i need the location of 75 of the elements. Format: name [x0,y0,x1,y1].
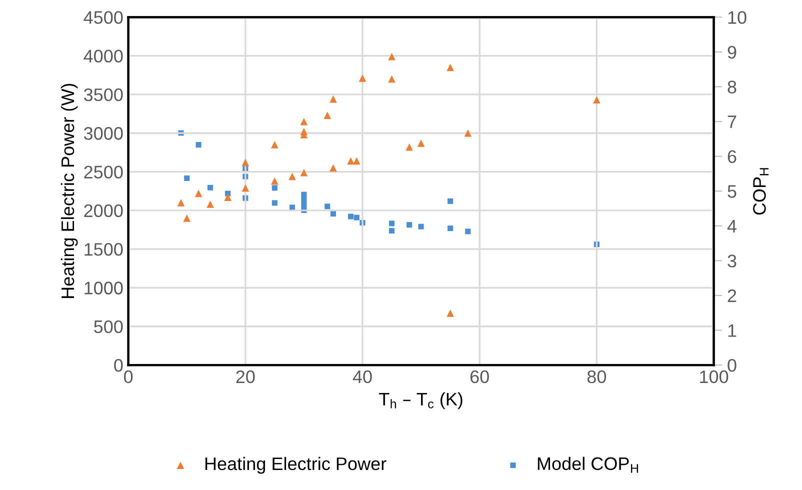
y-tick-label: 0 [114,358,123,372]
point [388,75,396,83]
y2-axis-title: COP$_{H}$ [753,168,769,215]
y2-tick-label: 0 [728,358,736,372]
point [358,74,366,82]
y2-tick-label: 5 [728,185,736,198]
y2-tick-label: 6 [728,150,736,164]
point [388,52,396,60]
y2-tick-label: 4 [727,220,736,232]
y2-tick-label: 7 [728,116,736,128]
y-tick-label: 4500 [84,11,123,24]
legend-label: Model COP$_{H}$ [538,456,638,473]
point [417,139,425,147]
point [347,157,354,165]
point [224,194,232,201]
y-axis-title: Heating Electric Power (W) [60,84,78,298]
x-tick-label: 20 [236,370,255,384]
y2-tick-label: 8 [728,80,736,94]
point [330,95,337,103]
x-tick-label: 0 [124,370,133,384]
y2-tick-label: 1 [728,324,736,337]
point [196,142,202,148]
y2-tick-label: 9 [728,46,736,59]
y-tick-label: 3500 [84,88,123,102]
point [177,199,185,206]
point [389,220,395,226]
point [593,96,600,104]
point [301,192,307,198]
point [448,198,454,204]
y-tick-label: 2500 [84,166,123,178]
point [271,141,278,148]
point [183,214,191,222]
point [324,112,332,120]
y-tick-label: 4000 [84,50,123,63]
point [446,64,454,72]
x-tick-label: 60 [470,370,489,384]
y2-tick-label: 10 [728,11,746,24]
point [272,185,278,191]
x-tick-label: 80 [587,370,606,384]
point [389,228,395,234]
y-tick-label: 3000 [84,127,123,140]
point [464,129,472,137]
point [330,164,337,172]
y2-tick-label: 3 [728,254,736,268]
y-tick-label: 1500 [84,243,123,256]
point [206,200,214,208]
y-tick-label: 1000 [84,282,123,294]
point [446,310,454,317]
point [354,214,360,220]
point [288,172,296,180]
point [300,118,308,126]
point [271,177,278,185]
point [242,158,250,166]
point [348,214,354,220]
point [406,143,414,151]
point [272,200,278,206]
point [418,224,424,230]
y-tick-label: 500 [94,320,123,334]
x-axis-title: T$_{h}$ – T$_{c}$ (K) [379,392,462,410]
point [301,202,307,208]
x-tick-label: 40 [352,370,372,384]
point [324,204,330,210]
point [352,157,360,165]
point [184,175,190,182]
point [448,226,454,232]
x-tick-label: 100 [700,370,728,384]
point [465,228,471,234]
point [208,184,214,190]
y2-tick-label: 2 [728,289,736,302]
point [194,190,202,198]
point [242,184,250,192]
point [300,168,308,176]
legend-label: Heating Electric Power [205,456,386,474]
y-tick-label: 2000 [84,204,123,218]
point [406,222,412,228]
